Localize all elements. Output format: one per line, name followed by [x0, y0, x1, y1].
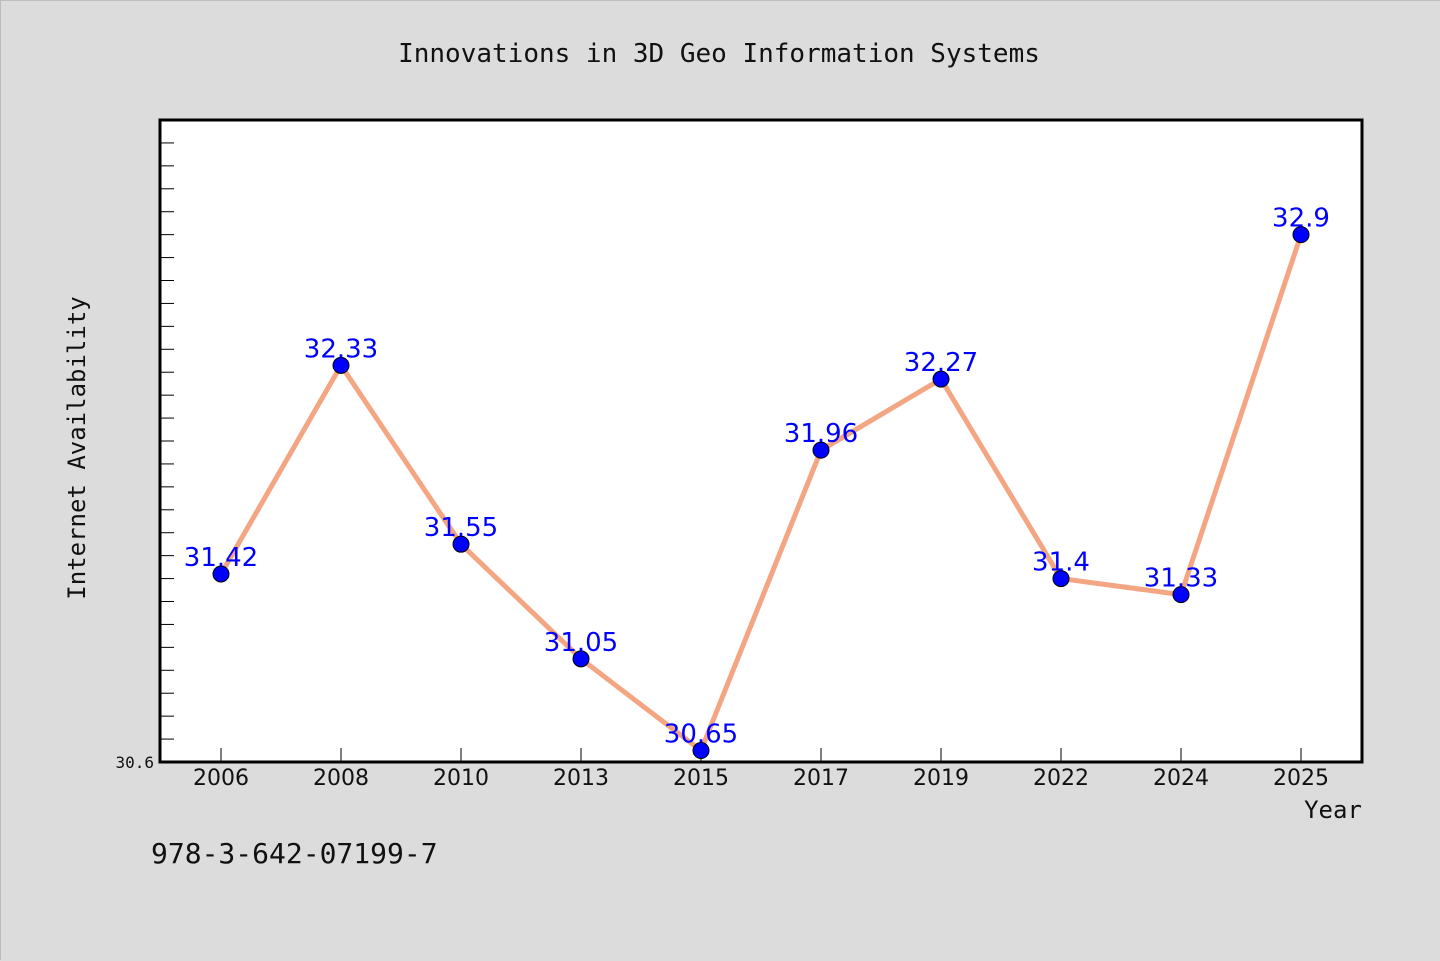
x-axis-ticks: 2006 2008 2010 2013 2015 2017 2019 2022 2024 2025: [193, 748, 1329, 791]
data-point: [1292, 226, 1310, 244]
series-line: [218, 232, 1304, 754]
x-axis-label: Year: [1304, 796, 1362, 824]
chart-title: Innovations in 3D Geo Information System…: [398, 39, 1040, 69]
data-point: [932, 370, 950, 388]
x-tick-label: 2008: [313, 766, 369, 791]
data-labels-layer: 31.42 32.33 31.55 31.05 30.65 31.96 32.27 31.4 3…: [184, 204, 1330, 750]
data-point: [572, 650, 590, 668]
x-tick-label: 2024: [1153, 766, 1209, 791]
data-label: 31.42: [184, 543, 258, 573]
data-point: [1172, 586, 1190, 604]
data-point: [812, 441, 830, 459]
data-point: [1052, 570, 1070, 588]
data-point: [692, 742, 710, 760]
x-tick-label: 2025: [1273, 766, 1329, 791]
x-tick-label: 2019: [913, 766, 969, 791]
y-tick-label: 30.6: [115, 753, 154, 772]
data-label: 31.96: [784, 419, 858, 449]
data-point: [332, 356, 350, 374]
x-tick-label: 2013: [553, 766, 609, 791]
data-label: 31.4: [1032, 548, 1090, 578]
x-tick-label: 2006: [193, 766, 249, 791]
data-points-layer: [212, 226, 1310, 760]
x-tick-label: 2017: [793, 766, 849, 791]
series-line-layer: [218, 232, 1304, 754]
y-axis-ticks: 30.6: [115, 119, 174, 772]
plot-area: [158, 118, 1364, 764]
data-point: [212, 565, 230, 583]
data-point: [452, 535, 470, 553]
x-tick-label: 2022: [1033, 766, 1089, 791]
isbn-text: 978-3-642-07199-7: [151, 837, 438, 870]
data-label: 32.27: [904, 348, 978, 378]
x-tick-label: 2010: [433, 766, 489, 791]
data-label: 32.9: [1272, 204, 1330, 234]
data-label: 31.55: [424, 513, 498, 543]
x-tick-label: 2015: [673, 766, 729, 791]
data-label: 30.65: [664, 720, 738, 750]
data-label: 31.05: [544, 628, 618, 658]
data-label: 31.33: [1144, 564, 1218, 594]
y-axis-label: Internet Availability: [63, 296, 91, 599]
data-label: 32.33: [304, 334, 378, 364]
